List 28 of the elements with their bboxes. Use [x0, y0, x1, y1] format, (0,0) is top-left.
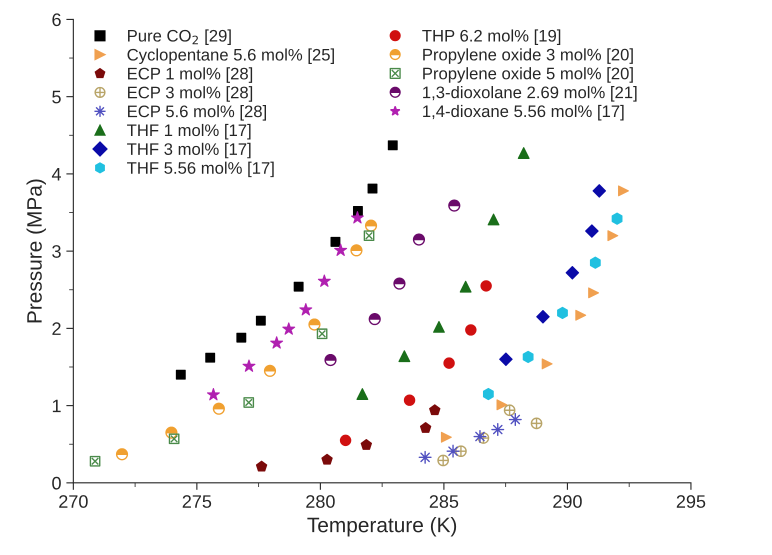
x-tick-label: 295	[676, 495, 706, 508]
legend-label: ECP 1 mol% [28]	[128, 67, 252, 83]
legend-label: Propylene oxide 5 mol% [20]	[423, 67, 633, 83]
legend-label: ECP 5.6 mol% [28]	[128, 105, 266, 121]
x-tick-label: 290	[553, 495, 582, 508]
y-tick-label: 0	[52, 476, 61, 490]
legend-label: Propylene oxide 3 mol% [20]	[423, 48, 633, 64]
legend-label: Pure CO$_{2}$ [29]	[128, 29, 231, 45]
x-axis-title: Temperature (K)	[307, 517, 456, 536]
legend-label: THP 6.2 mol% [19]	[422, 29, 560, 45]
y-tick-label: 5	[52, 90, 61, 104]
y-tick-label: 2	[52, 322, 61, 335]
legend-label: 1,4-dioxane 5.56 mol% [17]	[423, 104, 624, 120]
y-tick-label: 4	[52, 168, 62, 180]
x-tick-label: 285	[430, 495, 458, 508]
legend-label: 1,3-dioxolane 2.69 mol% [21]	[423, 86, 637, 102]
y-tick-label: 6	[52, 13, 61, 26]
x-tick-label: 275	[182, 495, 212, 508]
y-tick-label: 3	[52, 245, 61, 258]
legend-label: Cyclopentane 5.6 mol% [25]	[128, 48, 334, 64]
legend-label: THF 3 mol% [17]	[127, 142, 251, 158]
legend-label: ECP 3 mol% [28]	[128, 86, 252, 102]
legend-label: THF 5.56 mol% [17]	[127, 162, 274, 178]
x-tick-label: 270	[59, 495, 88, 508]
y-axis-title: Pressure (MPa)	[26, 179, 46, 322]
y-tick-label: 1	[52, 400, 61, 412]
legend-label: THF 1 mol% [17]	[127, 124, 251, 140]
x-tick-label: 280	[306, 495, 335, 508]
